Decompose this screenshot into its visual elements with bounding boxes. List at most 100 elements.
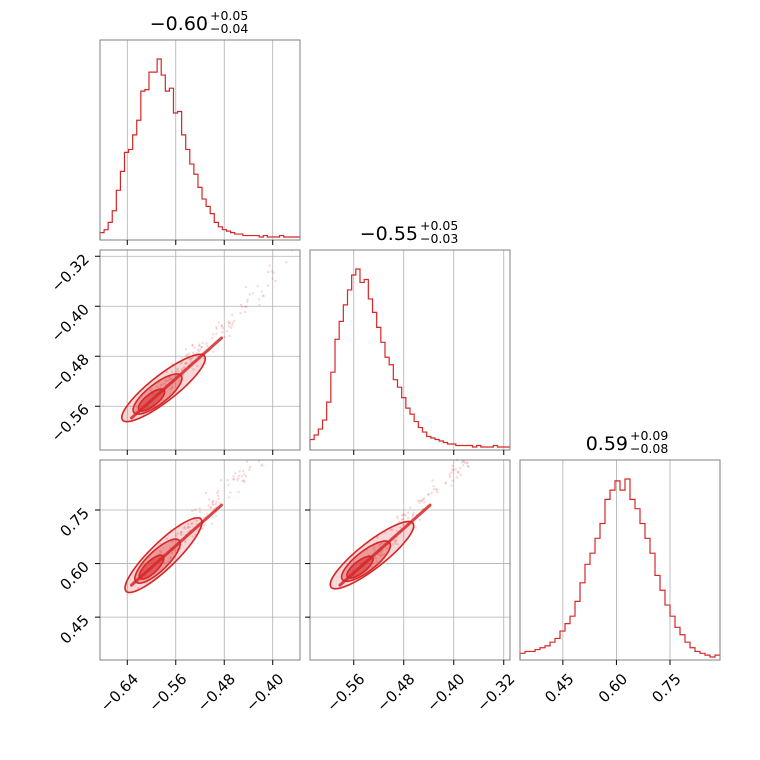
scatter-point (226, 478, 229, 482)
scatter-point (193, 533, 197, 536)
scatter-point (165, 537, 168, 540)
scatter-point (395, 539, 398, 542)
scatter-point (459, 473, 463, 477)
scatter-point (460, 461, 464, 464)
scatter-point (227, 325, 231, 328)
scatter-point (270, 270, 273, 273)
title-minus-error: −0.03 (420, 231, 458, 246)
scatter-point (232, 475, 235, 478)
scatter-point (170, 377, 173, 381)
scatter-point (451, 468, 454, 471)
scatter-point (241, 479, 244, 483)
scatter-point (403, 513, 406, 517)
scatter-point (391, 528, 394, 532)
scatter-point (394, 542, 397, 545)
scatter-point (396, 543, 399, 546)
scatter-point (243, 473, 246, 476)
x-tick-label: −0.64 (97, 670, 142, 715)
scatter-point (186, 526, 190, 529)
scatter-point (220, 324, 223, 327)
scatter-point (180, 368, 183, 371)
scatter-point (179, 532, 183, 535)
scatter-point (212, 333, 215, 336)
scatter-point (456, 470, 460, 474)
scatter-point (195, 364, 199, 368)
scatter-point (271, 277, 274, 280)
scatter-point (190, 522, 193, 525)
scatter-point (215, 500, 218, 503)
contour-tail (338, 503, 432, 587)
y-tick-label: 0.75 (56, 504, 92, 540)
histogram-param-1 (309, 268, 510, 450)
scatter-point (202, 524, 206, 527)
scatter-point (381, 549, 384, 552)
panel-frame (99, 459, 301, 661)
scatter-point (191, 343, 194, 347)
scatter-point (401, 517, 405, 521)
scatter-point (167, 378, 171, 381)
scatter-point (236, 478, 239, 482)
scatter-point (160, 551, 163, 554)
scatter-point (206, 344, 209, 348)
scatter-point (462, 460, 465, 463)
scatter-point (238, 470, 241, 473)
scatter-point (245, 305, 248, 309)
scatter-point (246, 298, 249, 301)
scatter-point (423, 497, 426, 500)
scatter-point (243, 480, 246, 483)
scatter-point (431, 479, 434, 482)
scatter-point (212, 503, 215, 506)
scatter-point (444, 481, 448, 484)
scatter-point (184, 540, 187, 544)
scatter-point (394, 539, 397, 542)
scatter-point (266, 284, 270, 287)
scatter-point (227, 320, 230, 323)
y-tick-label: −0.48 (48, 350, 93, 395)
scatter-point (211, 502, 214, 506)
scatter-point (171, 362, 174, 366)
scatter-point (378, 543, 381, 547)
scatter-point (457, 471, 460, 474)
scatter-point (199, 348, 202, 351)
scatter-point (227, 496, 230, 499)
scatter-point (398, 520, 401, 523)
scatter-point (239, 312, 242, 315)
scatter-point (245, 460, 249, 463)
scatter-point (181, 356, 184, 360)
scatter-point (165, 370, 168, 374)
x-tick-label: −0.56 (323, 670, 368, 715)
scatter-point (230, 326, 233, 329)
scatter-point (396, 517, 399, 520)
scatter-point (211, 500, 215, 503)
scatter-point (195, 519, 199, 522)
scatter-point (432, 488, 435, 491)
scatter-point (459, 466, 462, 470)
scatter-point (188, 358, 191, 361)
scatter-point (237, 477, 240, 480)
scatter-point (466, 461, 469, 464)
scatter-point (448, 475, 452, 478)
scatter-point (214, 514, 218, 518)
scatter-point (211, 500, 214, 503)
scatter-point (223, 335, 226, 339)
scatter-point (165, 379, 169, 382)
scatter-point (187, 522, 190, 526)
scatter-point (372, 546, 376, 549)
scatter-point (185, 362, 188, 365)
scatter-point (260, 464, 263, 468)
scatter-point (421, 498, 425, 501)
scatter-point (201, 341, 204, 345)
scatter-point (187, 526, 190, 529)
scatter-point (261, 294, 265, 297)
scatter-point (210, 522, 214, 525)
scatter-point (208, 498, 211, 501)
scatter-point (182, 367, 185, 370)
scatter-point (191, 356, 194, 359)
scatter-point (409, 506, 412, 509)
panel-frame (519, 459, 721, 661)
title-median: −0.60 (150, 13, 208, 35)
scatter-point (191, 535, 194, 538)
scatter-point (228, 321, 232, 325)
scatter-point (169, 387, 172, 391)
scatter-point (198, 507, 201, 510)
